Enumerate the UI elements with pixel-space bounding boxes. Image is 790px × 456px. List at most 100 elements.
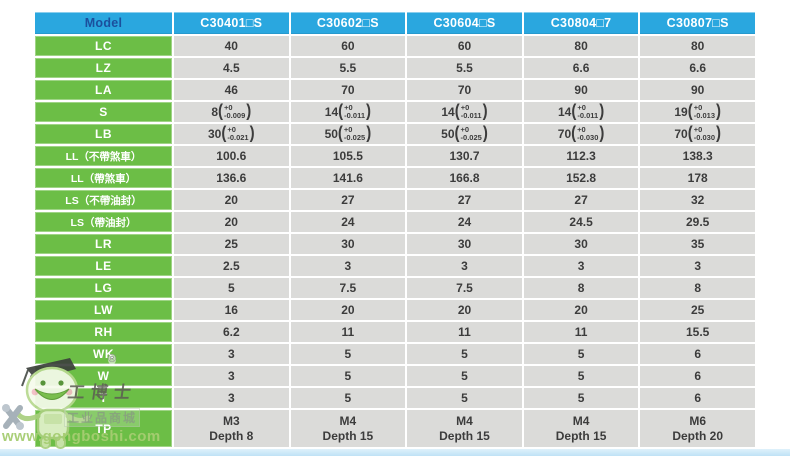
column-header-label: C30604□S — [433, 16, 496, 30]
cell: 30 — [523, 234, 639, 254]
cell: 3 — [290, 256, 406, 276]
model-header-label: Model — [84, 16, 123, 30]
cell: 6 — [640, 344, 755, 364]
cell: 5 — [174, 278, 289, 298]
cell: 30 — [407, 234, 522, 254]
cell: 5 — [290, 366, 406, 386]
cell: 80 — [640, 36, 755, 56]
row-label: LS（帶油封） — [35, 212, 172, 232]
table-row: LW 16 20 20 20 25 — [35, 300, 755, 320]
cell: 5 — [290, 344, 406, 364]
cell: 6 — [640, 366, 755, 386]
table-row: LE 2.5 3 3 3 3 — [35, 256, 755, 276]
cell: 11 — [290, 322, 406, 342]
cell: 3 — [174, 344, 289, 364]
row-label: RH — [35, 322, 172, 342]
cell: 11 — [523, 322, 639, 342]
table-row: S 8(+0 -0.009) 14(+0 -0.011) 14(+0 -0.011) 14(+… — [35, 102, 755, 122]
row-label: LL（帶煞車） — [35, 168, 172, 188]
row-label: LL（不帶煞車） — [35, 146, 172, 166]
cell: 46 — [174, 80, 289, 100]
table-row: LZ 4.5 5.5 5.5 6.6 6.6 — [35, 58, 755, 78]
column-header-label: C30602□S — [316, 16, 379, 30]
cell: 6.6 — [640, 58, 755, 78]
cell: 11 — [407, 322, 522, 342]
cell: 24.5 — [523, 212, 639, 232]
cell: 70(+0 -0.030) — [640, 124, 755, 144]
cell: 3 — [174, 388, 289, 408]
column-header-label: C30401□S — [200, 16, 263, 30]
cell: 32 — [640, 190, 755, 210]
cell: 25 — [640, 300, 755, 320]
cell: 70(+0 -0.030) — [523, 124, 639, 144]
cell: 5 — [523, 344, 639, 364]
table-row: LG 5 7.5 7.5 8 8 — [35, 278, 755, 298]
tolerance-value: 50(+0 -0.025) — [441, 124, 488, 144]
cell: 5 — [407, 366, 522, 386]
table-row: TP M3 Depth 8 M4 Depth 15 M4 Depth 15 M4 Dep… — [35, 410, 755, 447]
cell: 20 — [290, 300, 406, 320]
cell: 35 — [640, 234, 755, 254]
cell: 8 — [523, 278, 639, 298]
column-header-c30804: C30804□7 — [523, 12, 639, 34]
tolerance-value: 8(+0 -0.009) — [211, 102, 252, 122]
table-header-row: Model C30401□S C30602□S C30604□S C30804□… — [35, 12, 755, 34]
cell: 6.6 — [523, 58, 639, 78]
tolerance-value: 14(+0 -0.011) — [441, 102, 488, 122]
cell: 27 — [407, 190, 522, 210]
cell: 3 — [523, 256, 639, 276]
tolerance-value: 50(+0 -0.025) — [324, 124, 372, 144]
bottom-strip — [0, 449, 790, 456]
cell: 25 — [174, 234, 289, 254]
table-row: LA 46 70 70 90 90 — [35, 80, 755, 100]
cell: 3 — [640, 256, 755, 276]
cell: 20 — [174, 212, 289, 232]
cell: 70 — [290, 80, 406, 100]
row-label: LB — [35, 124, 172, 144]
cell: 5 — [523, 388, 639, 408]
cell: 178 — [640, 168, 755, 188]
cell: 24 — [290, 212, 406, 232]
table-body: LC 40 60 60 80 80 LZ 4.5 5.5 5.5 6.6 6.6 LA 46 70 70 90 9… — [35, 36, 755, 447]
cell: 20 — [407, 300, 522, 320]
cell: 29.5 — [640, 212, 755, 232]
cell: 30(+0 -0.021) — [174, 124, 289, 144]
cell: 50(+0 -0.025) — [290, 124, 406, 144]
row-label: LG — [35, 278, 172, 298]
column-header-label: C30804□7 — [550, 16, 612, 30]
row-label: S — [35, 102, 172, 122]
cell: 166.8 — [407, 168, 522, 188]
cell: 5 — [523, 366, 639, 386]
tolerance-value: 70(+0 -0.030) — [674, 124, 721, 144]
tolerance-value: 70(+0 -0.030) — [557, 124, 605, 144]
cell: 30 — [290, 234, 406, 254]
cell: 7.5 — [407, 278, 522, 298]
cell: M6 Depth 20 — [640, 410, 755, 447]
cell: 70 — [407, 80, 522, 100]
cell: 19(+0 -0.013) — [640, 102, 755, 122]
cell: 2.5 — [174, 256, 289, 276]
cell: M3 Depth 8 — [174, 410, 289, 447]
cell: 5 — [407, 344, 522, 364]
row-label: LC — [35, 36, 172, 56]
column-header-label: C30807□S — [666, 16, 729, 30]
cell: 130.7 — [407, 146, 522, 166]
cell: 6.2 — [174, 322, 289, 342]
cell: 100.6 — [174, 146, 289, 166]
cell: 138.3 — [640, 146, 755, 166]
row-label: LA — [35, 80, 172, 100]
cell: 27 — [290, 190, 406, 210]
cell: 50(+0 -0.025) — [407, 124, 522, 144]
cell: 15.5 — [640, 322, 755, 342]
cell: 5 — [407, 388, 522, 408]
table-row: RH 6.2 11 11 11 15.5 — [35, 322, 755, 342]
table-row: WK 3 5 5 5 6 — [35, 344, 755, 364]
cell: 14(+0 -0.011) — [290, 102, 406, 122]
table-row: LL（帶煞車） 136.6 141.6 166.8 152.8 178 — [35, 168, 755, 188]
row-label: W — [35, 366, 172, 386]
cell: 112.3 — [523, 146, 639, 166]
table-row: LL（不帶煞車） 100.6 105.5 130.7 112.3 138.3 — [35, 146, 755, 166]
tolerance-value: 14(+0 -0.011) — [324, 102, 371, 122]
cell: 90 — [640, 80, 755, 100]
table-row: LC 40 60 60 80 80 — [35, 36, 755, 56]
